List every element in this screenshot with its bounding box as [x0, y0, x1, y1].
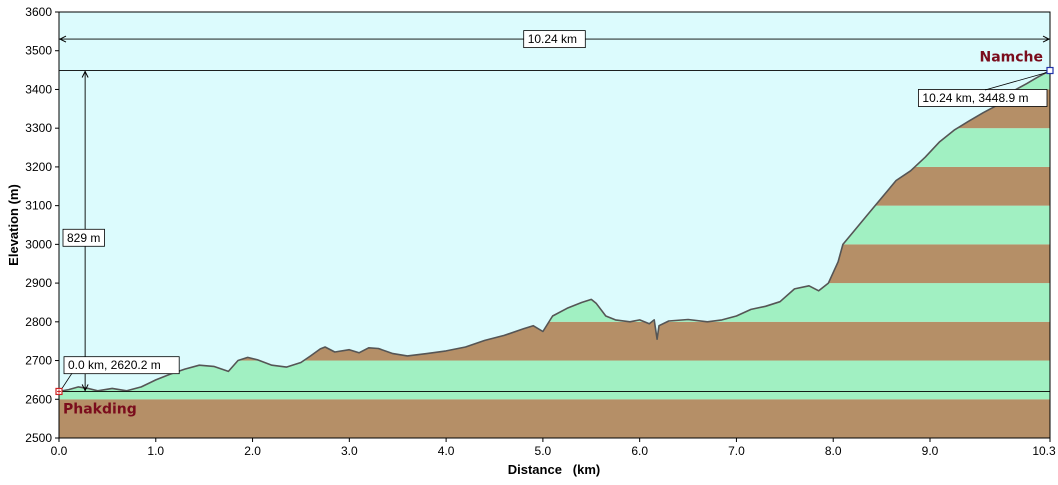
- x-tick-label: 1.0: [147, 444, 164, 458]
- plot-frame: [58, 11, 1051, 439]
- x-axis-title: Distance (km): [508, 462, 600, 477]
- y-tick-label: 3600: [25, 5, 52, 19]
- x-tick-label: 10.3: [1032, 444, 1056, 458]
- y-axis-title: Elevation (m): [6, 184, 21, 266]
- elevation-profile-line: [58, 69, 1051, 393]
- end-point-marker: [1046, 66, 1054, 75]
- gain-span-arrow-up: [81, 70, 89, 78]
- distance-span-arrow-right: [1042, 35, 1051, 43]
- annotation-layer: 10.24 km 829 m 0.0 km, 2620.2 m 10.24 km, 3…: [55, 30, 1054, 417]
- gain-span-arrow-down: [81, 384, 89, 392]
- distance-span-arrow-left: [58, 35, 67, 43]
- end-point-label: 10.24 km, 3448.9 m: [922, 91, 1028, 105]
- x-tick-label: 6.0: [631, 444, 648, 458]
- place-label-end: Namche: [979, 50, 1043, 66]
- x-tick-label: 3.0: [341, 444, 358, 458]
- y-tick-label: 2900: [25, 276, 52, 290]
- y-tick-label: 3200: [25, 160, 52, 174]
- y-tick-label: 2500: [25, 431, 52, 445]
- y-tick-label: 2600: [25, 392, 52, 406]
- gain-span-label-box: [62, 228, 105, 247]
- x-tick-label: 8.0: [825, 444, 842, 458]
- y-tick-label: 3500: [25, 44, 52, 58]
- x-tick-label: 4.0: [438, 444, 455, 458]
- x-axis: 0.0 1.0 2.0 3.0 4.0 5.0 6.0 7.0 8.0 9.0 10.3: [51, 438, 1056, 458]
- y-tick-label: 3400: [25, 82, 52, 96]
- start-point-label-box: [63, 356, 180, 375]
- y-tick-label: 3000: [25, 237, 52, 251]
- end-point-label-box: [918, 89, 1048, 107]
- place-label-start: Phakding: [63, 401, 137, 417]
- end-point-leader: [984, 72, 1048, 91]
- x-tick-label: 5.0: [535, 444, 552, 458]
- x-tick-label: 2.0: [244, 444, 261, 458]
- x-tick-label: 0.0: [51, 444, 68, 458]
- start-point-leader: [61, 372, 73, 389]
- y-tick-label: 3300: [25, 121, 52, 135]
- y-tick-label: 2800: [25, 315, 52, 329]
- y-tick-label: 3100: [25, 199, 52, 213]
- y-tick-label: 2700: [25, 354, 52, 368]
- distance-span-label: 10.24 km: [528, 32, 577, 46]
- x-tick-label: 9.0: [922, 444, 939, 458]
- x-tick-label: 7.0: [728, 444, 745, 458]
- gain-span-label: 829 m: [67, 231, 100, 245]
- distance-span-label-box: [523, 30, 586, 49]
- elevation-band: [59, 399, 1050, 438]
- y-axis: 2500 2600 2700 2800 2900 3000 3100 3200 3300 3400…: [25, 5, 59, 445]
- start-point-label: 0.0 km, 2620.2 m: [68, 358, 161, 372]
